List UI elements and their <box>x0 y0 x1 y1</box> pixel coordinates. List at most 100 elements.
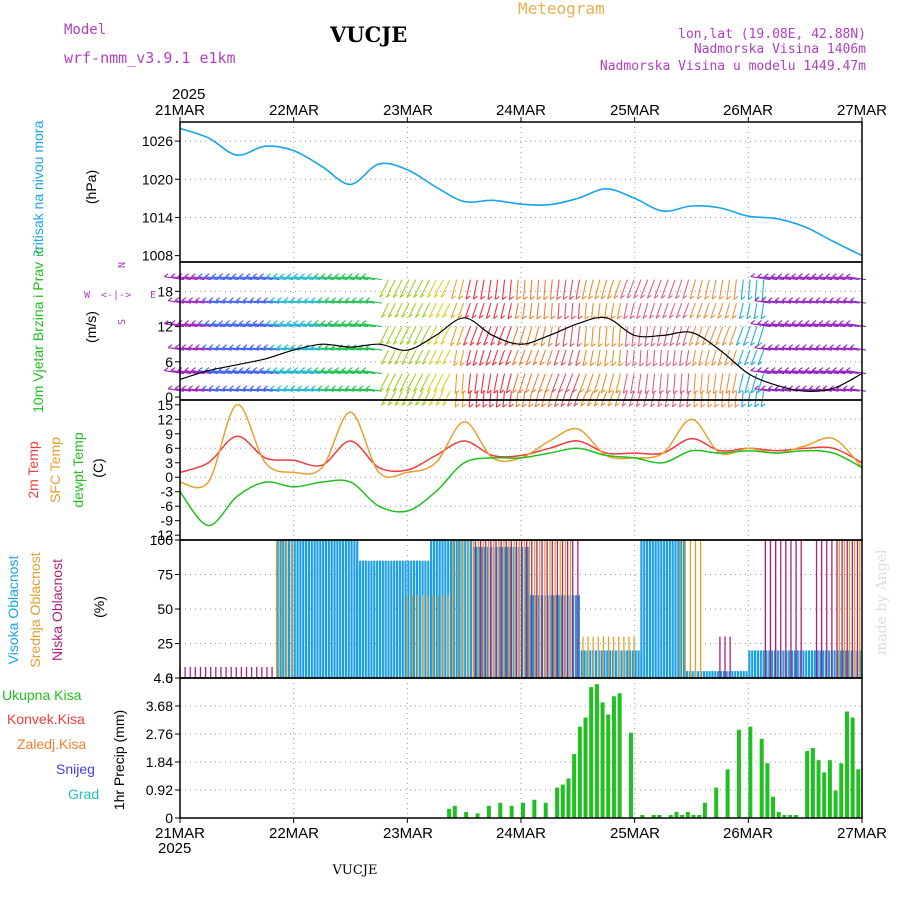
high-cloud-bar <box>810 650 813 678</box>
wind-barb <box>625 350 628 367</box>
high-cloud-bar <box>754 650 757 678</box>
wind-barb <box>832 276 853 281</box>
wind-barb-head <box>836 344 841 349</box>
precip-ylabel: 1hr Precip (mm) <box>111 710 127 810</box>
wind-barb <box>593 390 601 407</box>
wind-barb <box>209 347 226 351</box>
wind-barb <box>497 326 506 346</box>
wind-barb <box>225 323 246 328</box>
wind-barb <box>537 373 546 393</box>
wind-barb-head <box>320 320 326 325</box>
wind-barb <box>394 390 403 406</box>
wind-barb-head <box>174 385 180 390</box>
wind-barb-head <box>499 389 505 394</box>
wind-barb <box>202 300 219 304</box>
wind-barb-head <box>351 385 357 390</box>
wind-barb-head <box>649 314 654 319</box>
wind-barb <box>656 326 662 347</box>
wind-barb-head <box>381 402 386 406</box>
wind-barb <box>771 370 792 375</box>
wind-barb <box>616 303 622 319</box>
wind-barb-head <box>622 389 628 394</box>
wind-barb <box>401 390 410 406</box>
wind-barb-head <box>631 343 637 347</box>
wind-barb-head <box>770 320 776 325</box>
wind-barb-head <box>195 385 200 390</box>
model-label: Model <box>64 22 106 38</box>
wind-barb-head <box>607 402 613 407</box>
y-tick-label: 1020 <box>142 171 173 187</box>
wind-barb <box>454 373 458 394</box>
wind-barb-head <box>548 342 553 347</box>
wind-barb-head <box>509 403 514 408</box>
wind-barb-head <box>473 295 478 300</box>
wind-barb-head <box>575 362 581 367</box>
precip-bar <box>765 763 770 818</box>
wind-barb-head <box>386 387 391 392</box>
wind-barb-head <box>208 344 214 349</box>
wind-barb <box>686 391 690 408</box>
wind-barb-head <box>802 297 807 302</box>
wind-barb-head <box>293 273 299 278</box>
wind-barb <box>177 323 198 328</box>
high-cloud-bar <box>739 671 742 678</box>
wind-barb <box>691 349 697 366</box>
wind-barb-head <box>249 297 255 302</box>
high-cloud-bar <box>276 540 279 678</box>
wind-barb <box>511 349 519 366</box>
wind-barb <box>501 279 506 300</box>
high-cloud-bar <box>663 540 666 678</box>
high-cloud-bar <box>805 650 808 678</box>
wind-barb <box>666 350 669 367</box>
panel-frames <box>179 117 863 823</box>
wind-barb-head <box>818 320 824 325</box>
high-cloud-bar <box>654 540 657 678</box>
wind-barb <box>421 302 431 318</box>
wind-barb <box>597 303 601 320</box>
wind-barb <box>740 279 744 300</box>
wind-barb <box>198 276 219 281</box>
wind-barb-head <box>493 315 498 319</box>
wind-barb-head <box>533 342 538 347</box>
wind-barb <box>715 326 724 346</box>
high-cloud-bar <box>680 540 683 678</box>
wind-barb-head <box>704 295 710 300</box>
precip-bar <box>685 811 690 818</box>
high-cloud-bar <box>432 540 436 678</box>
sfc-temp-line <box>179 404 863 489</box>
wind-barb <box>334 323 355 328</box>
wind-barb <box>387 349 396 365</box>
wind-barb-head <box>482 403 488 408</box>
wind-barb-head <box>317 344 323 349</box>
wind-barb <box>712 373 717 394</box>
wind-barb <box>673 373 676 394</box>
wind-barb <box>651 373 656 394</box>
wind-barb-head <box>744 361 749 366</box>
wind-barb <box>421 390 431 406</box>
wind-barb <box>331 388 348 392</box>
wind-barb-head <box>163 367 169 372</box>
wind-barb <box>428 390 437 406</box>
wind-barb-head <box>544 388 550 393</box>
wind-barb <box>836 388 853 392</box>
wind-barb <box>614 391 621 407</box>
wind-barb <box>547 326 553 347</box>
wind-barb-head <box>270 344 275 349</box>
precip-bar <box>486 805 491 818</box>
high-cloud-bar <box>452 540 455 678</box>
precip-bar <box>833 790 838 818</box>
wind-barb-head <box>618 343 624 347</box>
wind-barb-head <box>273 273 278 278</box>
wind-barb-head <box>184 273 190 278</box>
wind-barb-head <box>406 387 412 392</box>
high-cloud-bar <box>481 546 484 678</box>
wind-barb <box>225 370 246 375</box>
wind-barb <box>696 302 703 319</box>
wind-barb <box>461 391 465 408</box>
wind-barb <box>771 276 792 281</box>
wind-barb-head <box>238 367 244 372</box>
wind-barb <box>588 279 594 300</box>
high-cloud-bar <box>327 540 330 678</box>
wind-barb-head <box>485 361 491 366</box>
wind-barb-head <box>740 296 746 300</box>
